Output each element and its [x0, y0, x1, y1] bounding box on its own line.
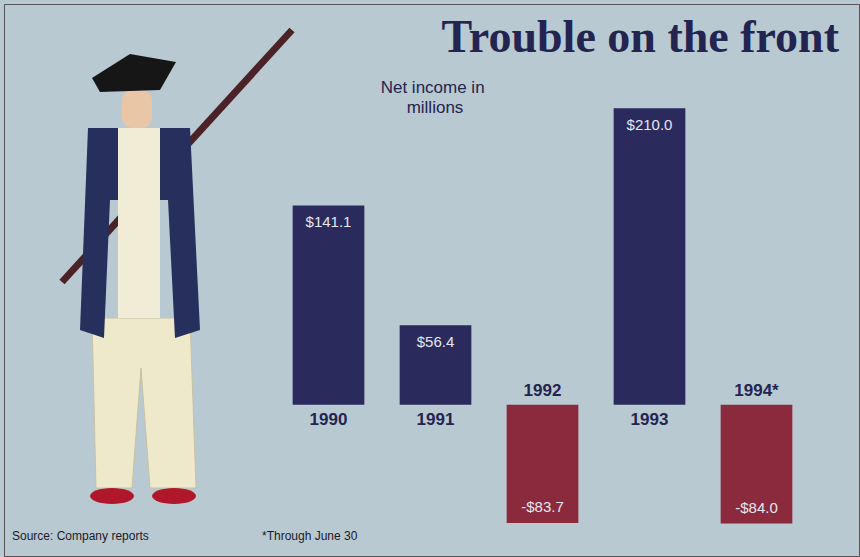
svg-text:1994*: 1994* [734, 381, 779, 400]
svg-text:1993: 1993 [631, 410, 669, 429]
svg-text:-$83.7: -$83.7 [521, 498, 564, 515]
svg-text:$141.1: $141.1 [306, 213, 352, 230]
svg-text:1991: 1991 [417, 410, 455, 429]
svg-text:Trouble on the front: Trouble on the front [442, 11, 840, 62]
svg-text:1992: 1992 [524, 381, 562, 400]
svg-text:$210.0: $210.0 [627, 116, 673, 133]
svg-text:$56.4: $56.4 [417, 333, 455, 350]
svg-text:Net income in: Net income in [381, 78, 490, 97]
svg-text:*Through June 30: *Through June 30 [262, 529, 358, 543]
svg-text:1990: 1990 [310, 410, 348, 429]
svg-text:millions: millions [407, 98, 464, 117]
svg-text:Source: Company reports: Source: Company reports [12, 529, 149, 543]
svg-text:-$84.0: -$84.0 [735, 499, 778, 516]
